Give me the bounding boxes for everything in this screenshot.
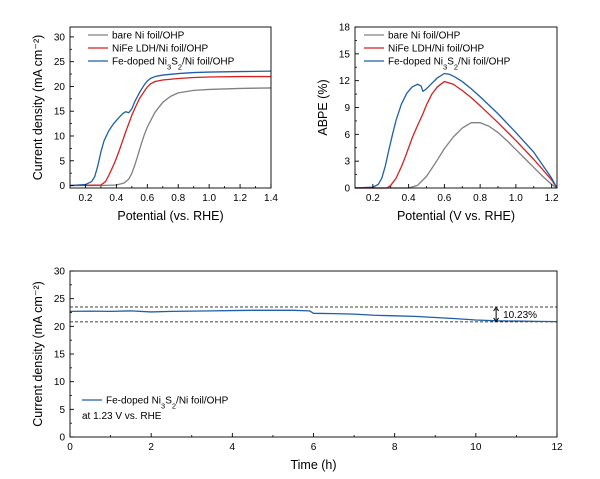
legend: bare Ni foil/OHP NiFe LDH/Ni foil/OHP Fe-d… xyxy=(364,31,511,72)
legend-entry: NiFe LDH/Ni foil/OHP xyxy=(112,44,208,55)
x-tick-label: 8 xyxy=(392,442,398,453)
x-tick-label: 0.8 xyxy=(473,193,487,204)
x-tick-label: 2 xyxy=(148,442,154,453)
annotation-arrowhead-top xyxy=(493,306,500,312)
y-tick-label: 5 xyxy=(59,156,65,167)
y-tick-label: 0 xyxy=(59,181,65,192)
y-tick-label: 15 xyxy=(54,350,66,361)
y-tick-label: 9 xyxy=(344,103,350,114)
x-axis-label: Potential (vs. RHE) xyxy=(117,209,223,223)
chart-stability: 0 2 4 6 8 10 12 0 5 10 15 20 25 30 Time (h) Current den… xyxy=(31,267,563,473)
legend-entry: Fe-doped Ni3S2/Ni foil/OHP xyxy=(388,57,511,72)
x-tick-label: 1.0 xyxy=(509,193,523,204)
y-tick-label: 25 xyxy=(54,57,66,68)
y-tick-label: 30 xyxy=(54,32,66,43)
x-tick-label: 0.4 xyxy=(109,193,123,204)
x-tick-label: 1.2 xyxy=(545,193,559,204)
x-tick-label: 1.2 xyxy=(233,193,247,204)
series-line-3 xyxy=(354,72,558,189)
series-line-1 xyxy=(70,87,272,187)
legend-entry: bare Ni foil/OHP xyxy=(112,31,185,42)
plot-frame xyxy=(69,26,272,189)
x-tick-label: 6 xyxy=(311,442,317,453)
y-tick-label: 30 xyxy=(54,267,66,278)
chart-abpe: 0.2 0.4 0.6 0.8 1.0 1.2 0 3 6 9 12 15 18 Potential (V… xyxy=(316,23,559,224)
annotation-label: 10.23% xyxy=(503,310,537,321)
x-tick-label: 0.6 xyxy=(140,193,154,204)
chart-lsv: 0.2 0.4 0.6 0.8 1.0 1.2 1.4 0 5 10 15 20 25 30 Potenti… xyxy=(31,26,278,223)
x-axis-label: Potential (V vs. RHE) xyxy=(397,209,515,223)
x-tick-label: 0 xyxy=(67,442,73,453)
x-tick-label: 0.2 xyxy=(79,193,93,204)
legend-entry: Fe-doped Ni3S2/Ni foil/OHP xyxy=(106,396,229,411)
series-line-1 xyxy=(69,309,558,323)
y-tick-label: 10 xyxy=(54,377,66,388)
y-tick-label: 12 xyxy=(339,76,351,87)
x-tick-label: 10 xyxy=(470,442,482,453)
y-tick-label: 20 xyxy=(54,82,66,93)
series-line-2 xyxy=(69,75,271,187)
x-axis-label: Time (h) xyxy=(290,458,336,472)
x-tick-label: 0.2 xyxy=(366,193,380,204)
legend-note: at 1.23 V vs. RHE xyxy=(82,411,162,422)
y-tick-label: 20 xyxy=(54,322,66,333)
x-tick-label: 0.8 xyxy=(171,193,185,204)
y-tick-label: 10 xyxy=(54,131,66,142)
y-tick-label: 6 xyxy=(344,130,350,141)
y-axis-label: Current density (mA cm⁻²) xyxy=(31,281,45,427)
legend-entry: Fe-doped Ni3S2/Ni foil/OHP xyxy=(112,57,235,72)
y-tick-label: 0 xyxy=(344,184,350,195)
x-tick-label: 1.0 xyxy=(202,193,216,204)
y-tick-label: 5 xyxy=(59,405,65,416)
y-tick-label: 18 xyxy=(339,23,351,34)
y-tick-label: 25 xyxy=(54,294,66,305)
x-tick-label: 0.4 xyxy=(402,193,416,204)
annotation-arrowhead-bottom xyxy=(493,317,500,323)
legend-entry: bare Ni foil/OHP xyxy=(388,31,461,42)
series-line-3 xyxy=(69,70,272,187)
x-tick-label: 0.6 xyxy=(437,193,451,204)
y-tick-label: 0 xyxy=(59,433,65,444)
y-tick-label: 15 xyxy=(339,49,351,60)
y-tick-label: 15 xyxy=(54,107,66,118)
legend: bare Ni foil/OHP NiFe LDH/Ni foil/OHP Fe-d… xyxy=(88,31,235,72)
series-line-2 xyxy=(355,80,558,189)
y-tick-label: 3 xyxy=(344,157,350,168)
y-axis-label: ABPE (%) xyxy=(316,79,330,135)
series-line-1 xyxy=(355,122,558,189)
annotation: 10.23% xyxy=(493,306,537,323)
y-axis-label: Current density (mA cm⁻²) xyxy=(31,35,45,181)
x-tick-label: 1.4 xyxy=(264,193,278,204)
x-tick-label: 12 xyxy=(551,442,563,453)
legend-entry: NiFe LDH/Ni foil/OHP xyxy=(388,44,484,55)
x-tick-label: 4 xyxy=(230,442,236,453)
